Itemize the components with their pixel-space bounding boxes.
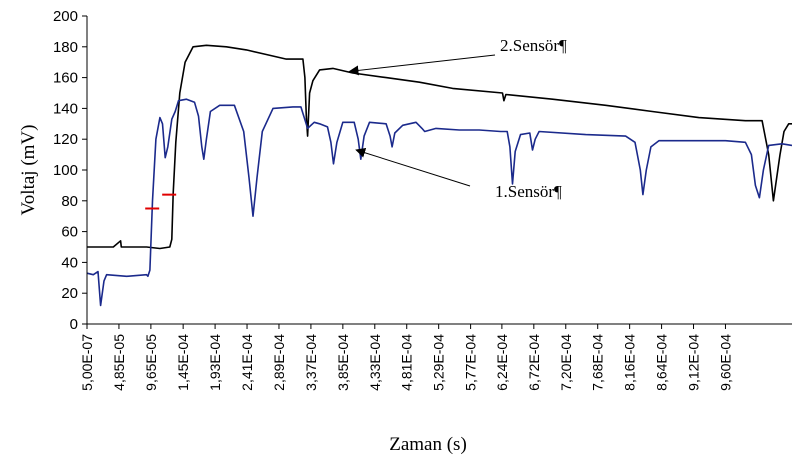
x-tick-label: 3,37E-04	[303, 334, 319, 391]
x-tick-label: 3,85E-04	[335, 334, 351, 391]
series-annotation-2: 1.Sensör¶	[495, 182, 562, 201]
x-tick-label: 1,45E-04	[175, 334, 191, 391]
y-tick-label: 20	[61, 285, 78, 302]
annotation-arrow	[348, 54, 496, 76]
x-tick-label: 7,20E-04	[558, 334, 574, 391]
x-tick-label: 5,77E-04	[463, 334, 479, 391]
annotation-arrow	[355, 147, 471, 187]
x-tick-label: 8,64E-04	[654, 334, 670, 391]
x-tick-label: 1,93E-04	[207, 334, 223, 391]
x-tick-label: 5,29E-04	[431, 334, 447, 391]
x-tick-label: 6,24E-04	[494, 334, 510, 391]
y-tick-label: 200	[53, 8, 78, 25]
x-axis-ticks: 5,00E-07 4,85E-05 9,65E-05 1,45E-04 1,93E-04…	[79, 324, 733, 391]
x-tick-label: 4,85E-05	[111, 334, 127, 391]
x-tick-label: 4,81E-04	[399, 334, 415, 391]
annotation-layer: 2.Sensör¶ 1.Sensör¶	[348, 36, 567, 201]
x-tick-label: 2,89E-04	[271, 334, 287, 391]
x-tick-label: 4,33E-04	[367, 334, 383, 391]
y-axis-title: Voltaj (mV)	[18, 125, 39, 216]
x-tick-label: 6,72E-04	[526, 334, 542, 391]
series-layer	[86, 44, 792, 307]
x-tick-label: 9,12E-04	[686, 334, 702, 391]
y-tick-label: 100	[53, 162, 78, 179]
y-tick-label: 40	[61, 254, 78, 271]
y-tick-label: 0	[70, 316, 78, 333]
marker-layer	[145, 193, 177, 210]
x-tick-label: 9,65E-05	[143, 334, 159, 391]
series-line-2	[86, 98, 792, 307]
series-line-1	[87, 44, 792, 250]
y-tick-label: 160	[53, 70, 78, 87]
x-tick-label: 8,16E-04	[622, 334, 638, 391]
x-tick-label: 5,00E-07	[79, 334, 95, 391]
series-annotation-1: 2.Sensör¶	[500, 36, 567, 55]
x-tick-label: 7,68E-04	[590, 334, 606, 391]
y-tick-label: 180	[53, 39, 78, 56]
x-tick-label: 9,60E-04	[717, 334, 733, 391]
y-tick-label: 80	[61, 193, 78, 210]
x-axis-title: Zaman (s)	[389, 434, 467, 455]
y-tick-label: 60	[61, 224, 78, 241]
y-axis-ticks: 0 20 40 60 80 100 120 140 160 180 200	[53, 8, 87, 333]
y-tick-label: 140	[53, 100, 78, 117]
y-tick-label: 120	[53, 131, 78, 148]
x-tick-label: 2,41E-04	[239, 334, 255, 391]
